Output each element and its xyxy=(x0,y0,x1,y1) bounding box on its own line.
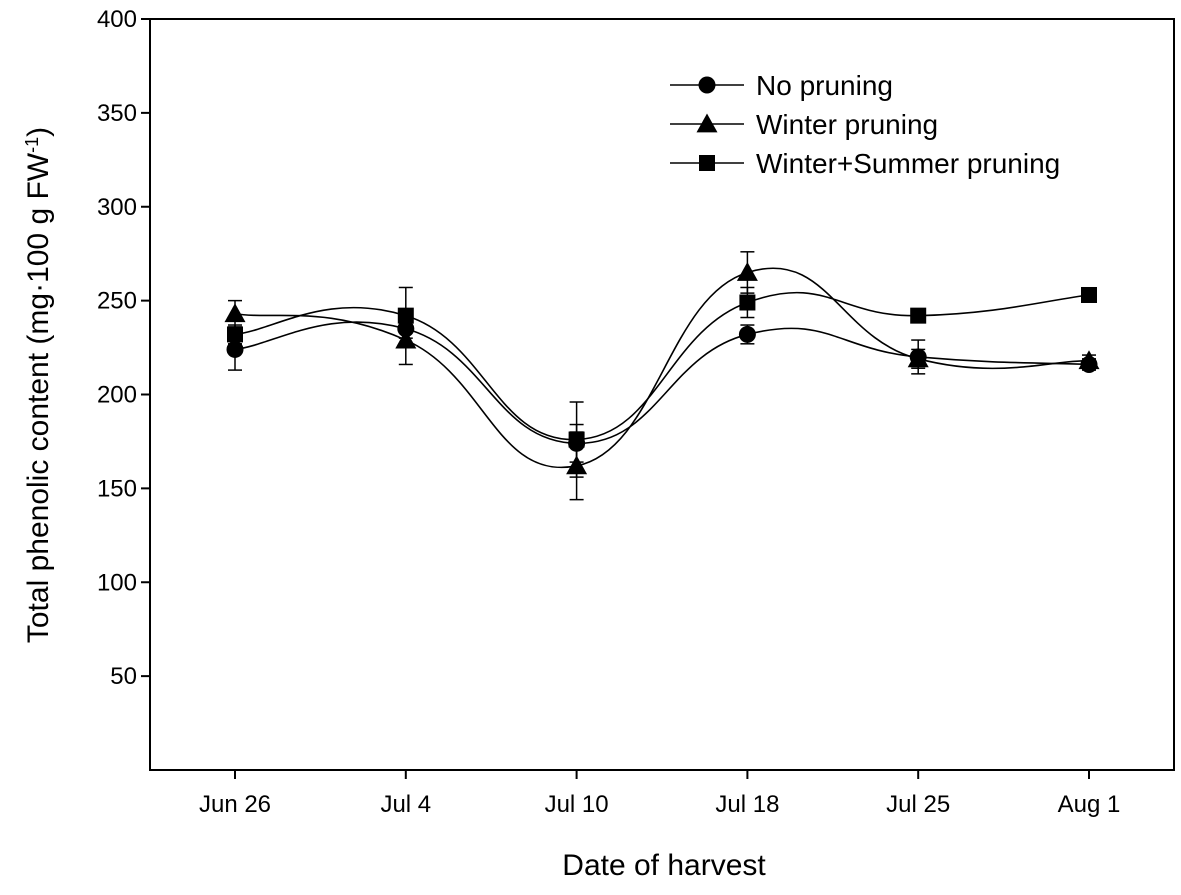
legend-marker-square xyxy=(699,155,715,171)
x-tick-label: Jun 26 xyxy=(199,791,271,818)
y-tick-label: 200 xyxy=(97,382,137,409)
series-line xyxy=(234,321,1090,445)
legend-entry: Winter pruning xyxy=(670,109,938,140)
y-axis-title: Total phenolic content (mg·100 g FW-1) xyxy=(22,127,55,643)
data-point-square xyxy=(739,294,756,311)
y-tick-label: 50 xyxy=(110,663,137,690)
y-axis-title-close: ) xyxy=(22,127,55,137)
x-tick-label: Aug 1 xyxy=(1058,791,1121,818)
data-point-square xyxy=(227,326,243,343)
y-tick-label: 250 xyxy=(97,288,137,315)
x-tick-label: Jul 25 xyxy=(886,791,950,818)
y-tick-label: 400 xyxy=(97,6,137,33)
data-point-triangle xyxy=(907,348,929,368)
legend: No pruning Winter pruning Winter+Summer pr… xyxy=(670,70,1060,179)
data-point-triangle xyxy=(224,303,246,323)
x-tick-label: Jul 4 xyxy=(380,791,431,818)
series-line xyxy=(234,291,1090,441)
legend-entry: Winter+Summer pruning xyxy=(670,148,1060,179)
y-tick-label: 300 xyxy=(97,194,137,221)
legend-marker-circle xyxy=(698,76,716,94)
data-point-square xyxy=(568,431,585,448)
legend-marker-triangle xyxy=(696,113,718,133)
legend-label: Winter+Summer pruning xyxy=(756,148,1060,179)
data-point-square xyxy=(910,307,927,324)
data-point-triangle xyxy=(736,261,758,281)
data-point-square xyxy=(1081,286,1097,303)
y-tick-label: 100 xyxy=(97,569,137,596)
data-point-square xyxy=(397,307,414,324)
axes: 50 100 150 200 250 300 350 400 Jun 26 Jul 4 Jul 10… xyxy=(97,6,1175,818)
data-point-circle xyxy=(226,340,244,358)
y-tick-label: 150 xyxy=(97,475,137,502)
data-point-circle xyxy=(738,325,756,343)
series-square xyxy=(227,286,1097,478)
legend-label: Winter pruning xyxy=(756,109,938,140)
x-axis-title: Date of harvest xyxy=(562,849,766,882)
y-axis-title-main: Total phenolic content (mg·100 g FW xyxy=(22,152,55,643)
x-tick-label: Jul 10 xyxy=(545,791,609,818)
data-point-triangle xyxy=(1078,350,1100,370)
legend-entry: No pruning xyxy=(670,70,893,101)
y-axis-title-superscript: -1 xyxy=(22,137,42,153)
x-tick-label: Jul 18 xyxy=(715,791,779,818)
series-layer xyxy=(224,251,1100,501)
legend-label: No pruning xyxy=(756,70,893,101)
y-tick-label: 350 xyxy=(97,100,137,127)
